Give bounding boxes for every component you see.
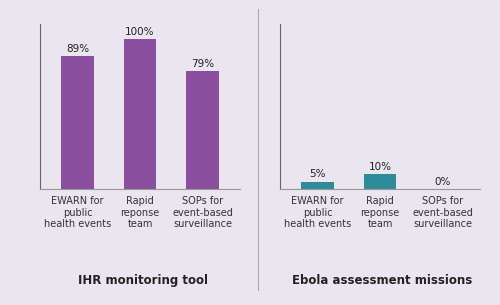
Text: IHR monitoring tool: IHR monitoring tool: [78, 274, 208, 287]
Bar: [301, 181, 334, 189]
Bar: [364, 174, 396, 189]
Text: Ebola assessment missions: Ebola assessment missions: [292, 274, 472, 287]
Text: 89%: 89%: [66, 44, 89, 54]
Text: 5%: 5%: [309, 169, 326, 179]
Bar: [186, 71, 219, 189]
Text: 79%: 79%: [191, 59, 214, 69]
Bar: [61, 56, 94, 189]
Bar: [124, 39, 156, 189]
Text: 100%: 100%: [125, 27, 155, 37]
Text: 0%: 0%: [434, 177, 450, 187]
Text: 10%: 10%: [368, 162, 392, 172]
